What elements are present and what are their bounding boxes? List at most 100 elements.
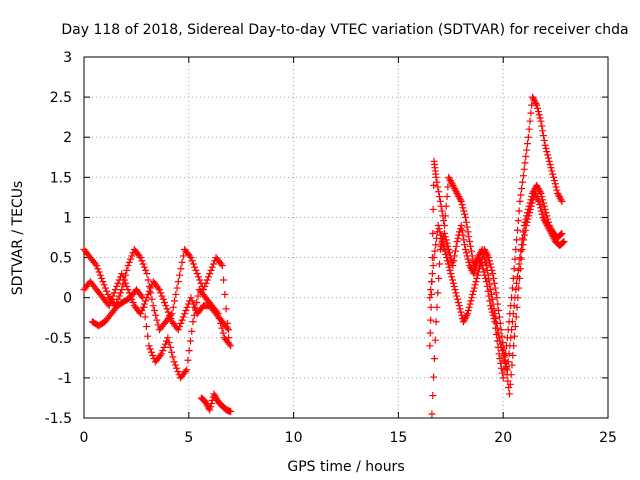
- data-point: [526, 199, 534, 207]
- data-point: [103, 287, 111, 295]
- data-point: [206, 406, 214, 414]
- data-point: [434, 183, 442, 191]
- data-point: [189, 300, 197, 308]
- data-point: [444, 183, 452, 191]
- data-point: [455, 302, 463, 310]
- data-point: [176, 271, 184, 279]
- data-point: [493, 324, 501, 332]
- data-point: [98, 274, 106, 282]
- data-point: [173, 284, 181, 292]
- data-point: [118, 270, 126, 278]
- data-point: [507, 371, 515, 379]
- data-point: [496, 355, 504, 363]
- data-point: [179, 313, 187, 321]
- data-point: [463, 252, 471, 260]
- data-point: [440, 244, 448, 252]
- data-point: [462, 249, 470, 257]
- data-point: [143, 270, 151, 278]
- data-point: [96, 271, 104, 279]
- data-point: [536, 201, 544, 209]
- data-point: [520, 236, 528, 244]
- data-point: [187, 294, 195, 302]
- data-point: [457, 197, 465, 205]
- data-point: [210, 390, 218, 398]
- data-point: [509, 351, 517, 359]
- data-point: [482, 258, 490, 266]
- data-point: [460, 236, 468, 244]
- data-point: [187, 254, 195, 262]
- data-point: [495, 313, 503, 321]
- data-point: [176, 323, 184, 331]
- data-point: [448, 276, 456, 284]
- data-point: [546, 160, 554, 168]
- data-point: [454, 298, 462, 306]
- data-point: [152, 311, 160, 319]
- data-point: [545, 221, 553, 229]
- x-tick-label: 20: [494, 430, 512, 446]
- data-point: [144, 276, 152, 284]
- data-point: [181, 310, 189, 318]
- data-point: [538, 122, 546, 130]
- data-point: [539, 213, 547, 221]
- data-point: [476, 262, 484, 270]
- data-point: [442, 202, 450, 210]
- data-point: [157, 289, 165, 297]
- data-point: [555, 191, 563, 199]
- data-point: [433, 178, 441, 186]
- data-point: [137, 254, 145, 262]
- data-point: [508, 361, 516, 369]
- data-point: [449, 279, 457, 287]
- data-point: [174, 326, 182, 334]
- data-point: [108, 295, 116, 303]
- x-tick-label: 10: [285, 430, 303, 446]
- data-point: [145, 287, 153, 295]
- data-point: [498, 332, 506, 340]
- data-point: [489, 270, 497, 278]
- data-point: [227, 342, 235, 350]
- y-tick-label: -0.5: [45, 331, 72, 347]
- data-point: [509, 310, 517, 318]
- data-point: [518, 241, 526, 249]
- data-point: [465, 233, 473, 241]
- data-point: [508, 318, 516, 326]
- data-point: [142, 297, 150, 305]
- data-point: [499, 374, 507, 382]
- data-point: [433, 303, 441, 311]
- data-point: [541, 141, 549, 149]
- data-point: [158, 292, 166, 300]
- data-point: [184, 356, 192, 364]
- data-point: [109, 292, 117, 300]
- data-point: [443, 239, 451, 247]
- data-point: [155, 286, 163, 294]
- data-point: [529, 95, 537, 103]
- data-point: [171, 297, 179, 305]
- data-point: [520, 165, 528, 173]
- data-point: [207, 266, 215, 274]
- data-point: [115, 292, 123, 300]
- data-point: [165, 339, 173, 347]
- data-point: [544, 151, 552, 159]
- data-point: [428, 278, 436, 286]
- data-point: [521, 218, 529, 226]
- data-point: [475, 265, 483, 273]
- data-point: [141, 313, 149, 321]
- data-point: [447, 178, 455, 186]
- data-point: [146, 345, 154, 353]
- data-point: [453, 238, 461, 246]
- data-point: [524, 205, 532, 213]
- y-tick-label: 1.5: [50, 170, 72, 186]
- data-point: [437, 242, 445, 250]
- data-point: [492, 289, 500, 297]
- data-point: [512, 286, 520, 294]
- data-point: [191, 303, 199, 311]
- data-point: [174, 278, 182, 286]
- data-point: [436, 228, 444, 236]
- data-point: [440, 217, 448, 225]
- data-point: [529, 188, 537, 196]
- data-point: [186, 337, 194, 345]
- data-point: [537, 204, 545, 212]
- data-point: [485, 257, 493, 265]
- data-point: [139, 260, 147, 268]
- y-tick-label: 2.5: [50, 90, 72, 106]
- data-point: [514, 217, 522, 225]
